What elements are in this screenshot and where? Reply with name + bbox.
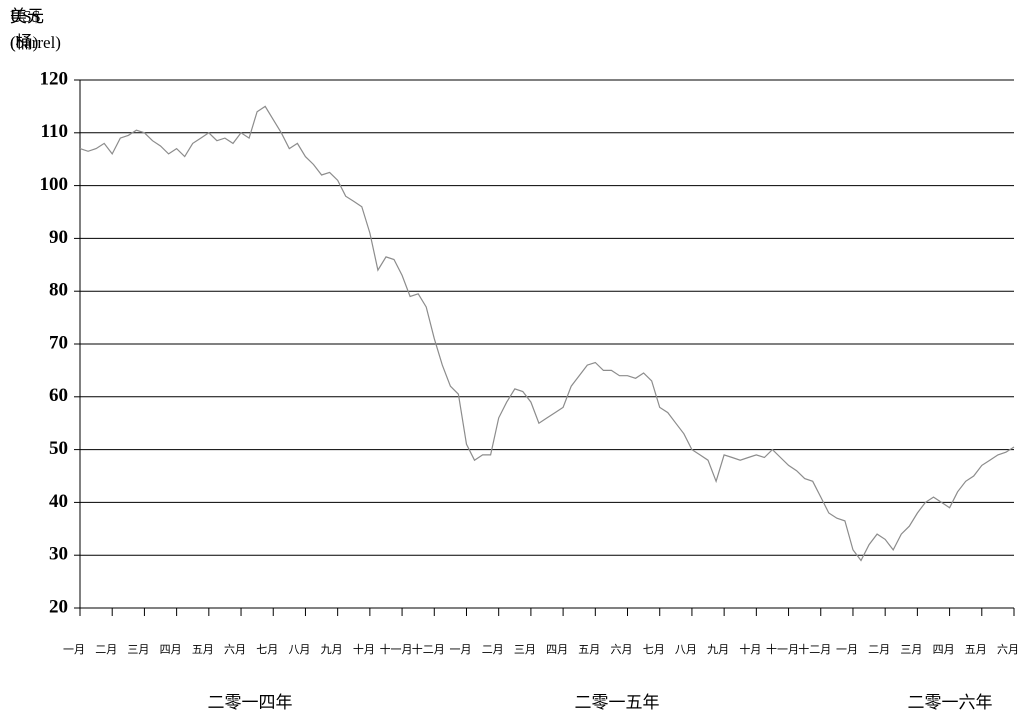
x-tick-label: 八月 xyxy=(288,644,310,656)
y-tick-label: 50 xyxy=(49,438,68,459)
y-tick-label: 80 xyxy=(49,280,68,301)
x-tick-label: 十二月 xyxy=(798,642,831,656)
x-tick-label: 十一月 xyxy=(380,642,413,656)
x-tick-label: 六月 xyxy=(997,643,1019,656)
x-tick-label: 六月 xyxy=(611,643,633,656)
x-tick-label: 一月 xyxy=(63,644,85,656)
x-tick-label: 五月 xyxy=(965,644,987,656)
x-tick-label: 十一月 xyxy=(766,642,799,656)
x-tick-label: 一月 xyxy=(449,644,471,656)
year-label: 二零一六年 xyxy=(908,693,993,712)
year-label: 二零一五年 xyxy=(575,693,660,712)
x-tick-label: 三月 xyxy=(514,644,536,656)
y-axis-label: (barrel) xyxy=(10,33,61,52)
x-tick-label: 二月 xyxy=(95,644,117,656)
y-tick-label: 90 xyxy=(49,227,68,248)
y-axis-label: 美元 xyxy=(10,7,44,26)
y-tick-label: 70 xyxy=(49,332,68,353)
x-tick-label: 九月 xyxy=(707,643,729,656)
x-tick-label: 五月 xyxy=(192,644,214,656)
y-axis-label: (桶) xyxy=(10,33,38,52)
x-tick-label: 十二月 xyxy=(412,642,445,656)
x-tick-label: 二月 xyxy=(482,644,504,656)
x-tick-label: 三月 xyxy=(127,644,149,656)
y-tick-label: 30 xyxy=(49,544,68,565)
price-line xyxy=(79,105,1015,562)
x-tick-label: 十月 xyxy=(739,642,761,656)
x-tick-label: 一月 xyxy=(836,644,858,656)
x-tick-label: 四月 xyxy=(546,644,568,656)
y-tick-label: 60 xyxy=(49,385,68,406)
x-tick-label: 二月 xyxy=(868,644,890,656)
y-tick-label: 40 xyxy=(49,491,68,512)
x-tick-label: 四月 xyxy=(933,644,955,656)
x-tick-label: 六月 xyxy=(224,643,246,656)
x-tick-label: 三月 xyxy=(900,644,922,656)
x-tick-label: 八月 xyxy=(675,644,697,656)
y-tick-label: 100 xyxy=(40,174,69,195)
x-tick-label: 四月 xyxy=(160,644,182,656)
x-tick-label: 七月 xyxy=(256,643,278,656)
x-tick-label: 九月 xyxy=(321,643,343,656)
x-tick-label: 十月 xyxy=(353,642,375,656)
y-tick-label: 120 xyxy=(40,68,69,89)
year-label: 二零一四年 xyxy=(208,693,293,712)
y-tick-label: 20 xyxy=(49,596,68,617)
x-tick-label: 七月 xyxy=(643,643,665,656)
y-axis-label: US$ xyxy=(10,7,40,26)
y-tick-label: 110 xyxy=(41,121,68,142)
x-tick-label: 五月 xyxy=(578,644,600,656)
